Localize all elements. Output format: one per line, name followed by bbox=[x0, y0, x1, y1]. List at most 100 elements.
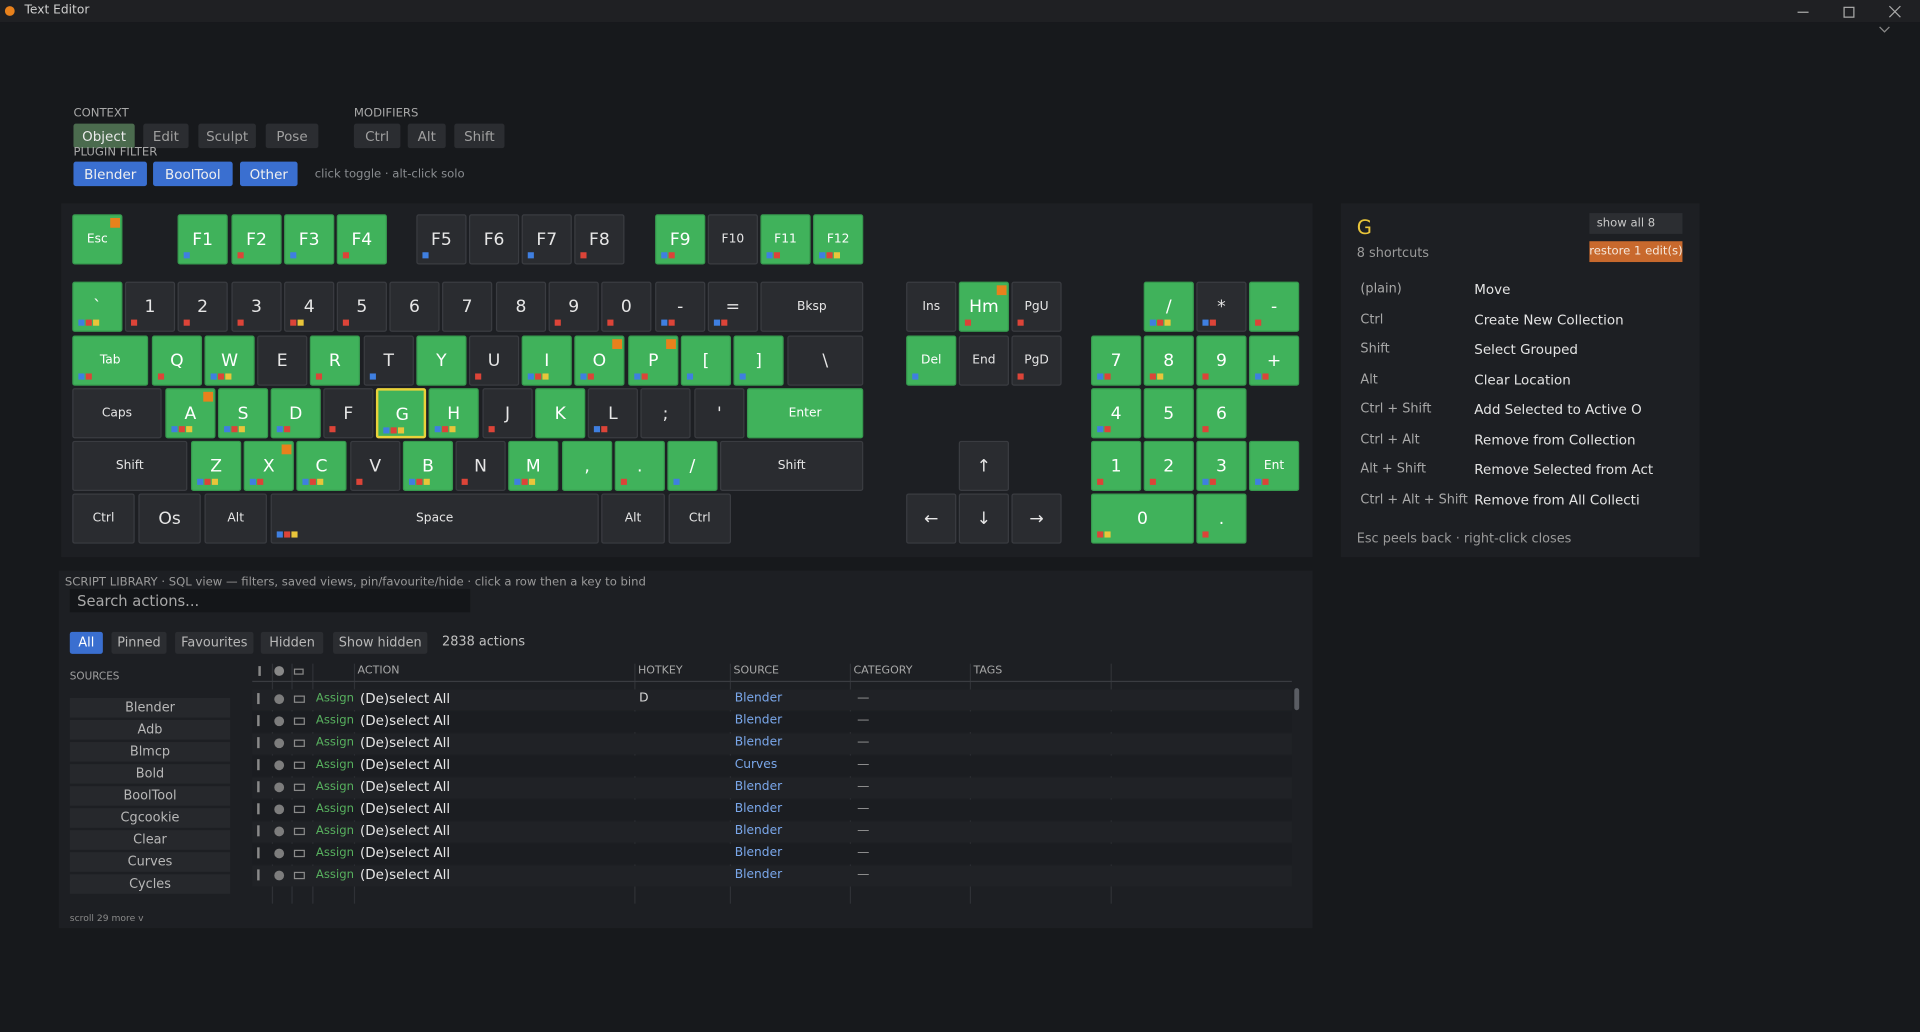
key[interactable]: 4 bbox=[284, 281, 335, 332]
context-button[interactable]: Edit bbox=[143, 123, 189, 149]
assign-button[interactable]: Assign bbox=[315, 802, 354, 816]
key[interactable]: Y bbox=[416, 335, 467, 386]
key[interactable]: 8 bbox=[495, 281, 547, 332]
show-all-button[interactable]: show all 8 bbox=[1589, 213, 1683, 234]
key[interactable]: Ins bbox=[906, 281, 957, 332]
key[interactable]: Os bbox=[138, 493, 201, 544]
key[interactable]: D bbox=[270, 388, 321, 439]
key[interactable]: Hm bbox=[958, 281, 1009, 332]
key[interactable]: Ctrl bbox=[668, 493, 732, 544]
assign-button[interactable]: Assign bbox=[315, 691, 354, 706]
source-item[interactable]: Blender bbox=[69, 697, 231, 718]
restore-button[interactable]: restore 1 edit(s) bbox=[1589, 241, 1683, 263]
modifier-button[interactable]: Shift bbox=[454, 123, 505, 149]
key[interactable]: 0 bbox=[601, 281, 652, 332]
key[interactable]: 7 bbox=[1091, 335, 1142, 386]
key[interactable]: ; bbox=[640, 388, 691, 439]
key[interactable]: F11 bbox=[760, 214, 811, 265]
key[interactable]: K bbox=[535, 388, 586, 439]
key[interactable]: ↑ bbox=[958, 440, 1009, 492]
key[interactable]: Shift bbox=[72, 440, 188, 492]
key[interactable]: Tab bbox=[72, 335, 149, 386]
key[interactable]: F8 bbox=[574, 214, 625, 265]
search-box[interactable]: Search actions... bbox=[69, 588, 471, 613]
key[interactable]: 7 bbox=[442, 281, 493, 332]
key[interactable]: F4 bbox=[336, 214, 387, 265]
key[interactable]: Alt bbox=[204, 493, 267, 544]
filter-tab[interactable]: Show hidden bbox=[333, 631, 428, 654]
key[interactable]: Enter bbox=[746, 388, 864, 439]
filter-tab[interactable]: Pinned bbox=[111, 631, 167, 654]
key[interactable]: F bbox=[323, 388, 374, 439]
key[interactable]: Esc bbox=[72, 214, 123, 265]
assign-button[interactable]: Assign bbox=[315, 713, 354, 728]
source-item[interactable]: Curves bbox=[69, 852, 231, 872]
source-item[interactable]: Adb bbox=[69, 720, 231, 740]
table-row[interactable] bbox=[252, 821, 1292, 843]
key[interactable]: ' bbox=[694, 388, 745, 439]
key[interactable]: 1 bbox=[1091, 440, 1142, 492]
plugin-button[interactable]: Blender bbox=[73, 161, 147, 187]
key[interactable]: * bbox=[1196, 281, 1247, 332]
key[interactable]: Ctrl bbox=[72, 493, 135, 544]
table-row[interactable] bbox=[252, 843, 1292, 865]
key[interactable]: \ bbox=[787, 335, 864, 386]
key[interactable]: 6 bbox=[1196, 388, 1247, 439]
key[interactable]: 2 bbox=[177, 281, 228, 332]
key[interactable]: F12 bbox=[813, 214, 864, 265]
key[interactable]: L bbox=[587, 388, 638, 439]
source-item[interactable]: Cgcookie bbox=[69, 808, 231, 828]
key[interactable]: B bbox=[402, 440, 454, 492]
key[interactable]: G bbox=[375, 388, 427, 439]
key[interactable]: 4 bbox=[1091, 388, 1142, 439]
plugin-button[interactable]: Other bbox=[240, 161, 298, 187]
key[interactable]: PgU bbox=[1011, 281, 1062, 332]
assign-button[interactable]: Assign bbox=[315, 757, 354, 772]
key[interactable]: + bbox=[1248, 335, 1300, 386]
key[interactable]: I bbox=[521, 335, 572, 386]
key[interactable]: → bbox=[1011, 493, 1062, 544]
key[interactable]: F3 bbox=[284, 214, 335, 265]
plugin-button[interactable]: BoolTool bbox=[153, 161, 233, 187]
key[interactable]: ` bbox=[72, 281, 123, 332]
table-row[interactable] bbox=[252, 689, 1292, 711]
key[interactable]: P bbox=[628, 335, 679, 386]
key[interactable]: V bbox=[350, 440, 401, 492]
assign-button[interactable]: Assign bbox=[315, 868, 354, 882]
key[interactable]: F9 bbox=[655, 214, 706, 265]
key[interactable]: . bbox=[1196, 493, 1247, 544]
assign-button[interactable]: Assign bbox=[315, 846, 354, 860]
key[interactable]: Space bbox=[270, 493, 599, 544]
key[interactable]: Shift bbox=[720, 440, 864, 492]
context-button[interactable]: Pose bbox=[265, 123, 319, 149]
key[interactable]: - bbox=[655, 281, 706, 332]
key[interactable]: 3 bbox=[231, 281, 282, 332]
table-row[interactable] bbox=[252, 799, 1292, 821]
key[interactable]: Z bbox=[191, 440, 242, 492]
key[interactable]: PgD bbox=[1011, 335, 1062, 386]
key[interactable]: R bbox=[309, 335, 361, 386]
key[interactable]: / bbox=[667, 440, 718, 492]
filter-tab[interactable]: Hidden bbox=[260, 631, 324, 654]
key[interactable]: 8 bbox=[1143, 335, 1194, 386]
source-item[interactable]: Blmcp bbox=[69, 742, 231, 762]
key[interactable]: Alt bbox=[601, 493, 665, 544]
key[interactable]: F7 bbox=[521, 214, 572, 265]
key[interactable]: F2 bbox=[231, 214, 282, 265]
table-row[interactable] bbox=[252, 777, 1292, 799]
key[interactable]: Del bbox=[906, 335, 957, 386]
key[interactable]: S bbox=[217, 388, 269, 439]
key[interactable]: 9 bbox=[548, 281, 599, 332]
key[interactable]: 9 bbox=[1196, 335, 1247, 386]
assign-button[interactable]: Assign bbox=[315, 824, 354, 838]
key[interactable]: ← bbox=[906, 493, 957, 544]
context-button[interactable]: Sculpt bbox=[198, 123, 256, 149]
source-item[interactable]: BoolTool bbox=[69, 786, 231, 806]
filter-tab[interactable]: All bbox=[69, 631, 103, 654]
key[interactable]: X bbox=[243, 440, 294, 492]
key[interactable]: F1 bbox=[177, 214, 228, 265]
key[interactable]: End bbox=[958, 335, 1009, 386]
context-button[interactable]: Object bbox=[73, 123, 135, 149]
key[interactable]: N bbox=[455, 440, 506, 492]
table-row[interactable] bbox=[252, 711, 1292, 733]
